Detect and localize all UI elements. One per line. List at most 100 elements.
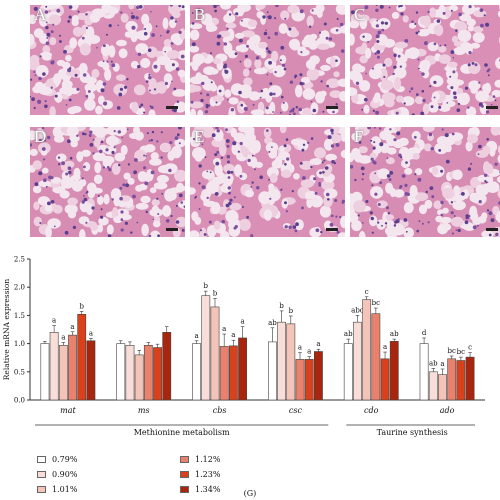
significance-letter: a [240,318,244,326]
bar [438,374,447,401]
category-label: cbs [213,406,227,415]
significance-letter: c [365,288,369,296]
significance-letter: abc [351,306,364,314]
group-label: Methionine metabolism [134,428,230,437]
significance-letter: a [383,343,387,351]
bar [210,306,220,401]
bar [277,321,287,401]
significance-letter: b [204,282,209,290]
bar [456,360,466,401]
scale-bar [486,228,498,231]
legend-swatch [37,471,46,478]
significance-letter: a [89,330,93,338]
legend-item: 1.12% [180,455,220,464]
panel-label: C [354,5,366,24]
y-tick-label: 0.0 [14,397,25,405]
bar [268,341,277,401]
bar [153,347,162,401]
scale-bar [166,106,178,109]
significance-letter: b [79,302,84,310]
bar [134,354,144,401]
y-tick-label: 2.5 [14,256,25,264]
bar [201,295,211,401]
panel-label: F [354,127,364,146]
scale-bar [326,106,338,109]
bar [371,313,381,401]
significance-letter: bc [372,299,380,307]
bar [343,343,353,401]
significance-letter: a [440,360,444,368]
significance-letter: bc [447,347,455,355]
bar [86,340,96,401]
legend-item: 1.01% [37,485,77,494]
significance-letter: a [222,325,226,333]
legend-item: 1.23% [180,470,220,479]
legend-label: 1.23% [195,470,221,479]
bar [143,344,153,401]
bar [68,334,77,401]
bar [314,351,323,401]
significance-letter: bc [457,348,465,356]
bar [77,313,87,401]
bar [162,332,172,401]
significance-letter: ab [268,319,277,327]
significance-letter: ab [390,330,399,338]
panel-label: A [34,5,47,24]
bar [428,371,438,401]
significance-letter: a [231,331,235,339]
significance-letter: a [307,348,311,356]
y-tick-label: 1.0 [14,340,25,348]
bar [125,344,135,401]
category-label: csc [289,406,303,415]
legend-swatch [37,486,46,493]
category-label: cdo [364,406,379,415]
significance-letter: ab [344,330,353,338]
bar [447,358,457,401]
bar [362,299,372,401]
micrograph-panel-a: A [30,5,185,115]
significance-letter: d [422,329,427,337]
scale-bar [486,106,498,109]
significance-letter: a [194,332,198,340]
group-label: Taurine synthesis [377,428,448,437]
figure-caption: (G) [244,489,257,498]
panel-label: B [194,5,206,24]
bar [304,359,314,401]
legend-swatch [180,486,189,493]
panel-label: D [34,127,47,146]
significance-letter: b [289,307,294,315]
micrograph-panel-d: D [30,127,185,237]
significance-letter: b [279,302,284,310]
scale-bar [326,228,338,231]
significance-letter: b [213,289,218,297]
legend-label: 0.79% [52,455,78,464]
significance-letter: a [70,323,74,331]
bar [353,321,362,401]
y-axis-label: Relative mRNA expression [2,279,11,381]
micrograph-panel-f: F [350,127,500,237]
bar [40,343,50,401]
y-tick-label: 0.5 [14,368,25,376]
legend-swatch [37,456,46,463]
legend-item: 1.34% [180,485,220,494]
bar [238,337,247,401]
legend-label: 0.90% [52,470,78,479]
panel-label: E [194,127,205,146]
mrna-bar-chart: 0.0 0.5 1.0 1.5 2.0 2.5 Relative mRNA expressi… [2,256,485,498]
micrograph-panel-e: E [190,127,345,237]
significance-letter: a [52,317,56,325]
micrograph-panel-c: C [350,5,500,115]
bar [389,341,399,401]
significance-letter: ab [429,359,438,367]
bar [465,356,475,401]
bar [58,344,68,401]
bar [192,343,201,401]
bar [380,358,390,401]
legend-label: 1.12% [195,455,221,464]
category-label: ms [138,406,150,415]
category-label: mat [60,406,76,415]
bar [49,332,59,401]
legend-swatch [180,471,189,478]
bar [286,323,296,401]
significance-letter: a [298,344,302,352]
